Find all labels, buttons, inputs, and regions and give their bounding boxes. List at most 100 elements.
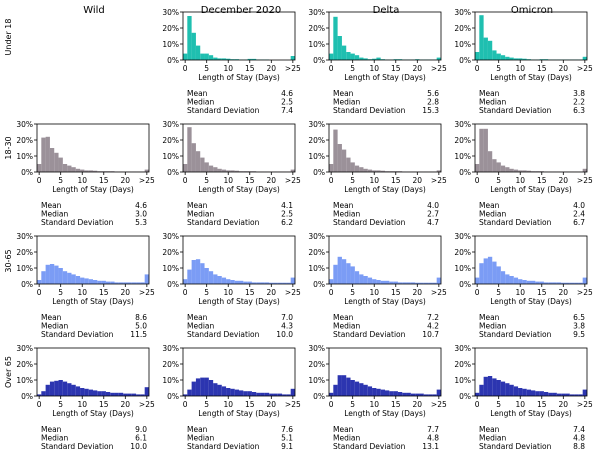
panel-18-30-wild-stat-value: 3.0 (135, 210, 147, 219)
panel-18-30-december-2020-stat-value: 2.5 (281, 210, 293, 219)
panel-under-18-december-2020: 0% 10% 20% 30% 0 5 10 15 20 >25 Length of Stay (Da… (162, 8, 301, 115)
panel-30-65-wild-bar (41, 271, 46, 284)
panel-30-65-delta-bar (406, 282, 411, 284)
panel-over-65-december-2020-bar (195, 378, 201, 396)
panel-30-65-omicron-x-axis-label: Length of Stay (Days) (490, 297, 572, 306)
panel-over-65-delta-bar (329, 392, 334, 396)
panel-under-18-december-2020-stat-value: 2.5 (281, 98, 293, 107)
panel-under-18-omicron-bar (543, 59, 549, 60)
panel-under-18-december-2020-bar (251, 58, 257, 60)
panel-over-65-omicron-bar (522, 388, 527, 396)
panel-18-30-delta-stat-label: Standard Deviation (333, 218, 406, 227)
panel-18-30-omicron-y-tick-label: 30% (454, 120, 471, 129)
panel-18-30-omicron-axes-frame (474, 123, 588, 173)
panel-over-65-wild-bar (62, 381, 68, 396)
panel-30-65-wild-x-axis-label: Length of Stay (Days) (52, 297, 134, 306)
panel-over-65-december-2020-y-tick-label: 30% (162, 344, 179, 353)
panel-30-65-wild-bar (123, 282, 128, 284)
panel-30-65-wild-bar (114, 282, 119, 284)
panel-over-65-wild-stat-label: Standard Deviation (41, 442, 114, 451)
panel-18-30-delta-x-tick-label: >25 (431, 176, 447, 185)
panel-over-65-wild-bar (105, 392, 111, 396)
panel-under-18-december-2020-bar (183, 53, 188, 60)
panel-over-65-wild-stat-label: Median (41, 434, 69, 443)
panel-30-65-delta-stat-value: 4.2 (427, 322, 439, 331)
panel-18-30-omicron: 0% 10% 20% 30% 0 5 10 15 20 >25 Length of Stay (Da… (454, 120, 593, 227)
panel-under-18-december-2020-bar (290, 56, 295, 60)
panel-under-18-december-2020-x-tick-label: 10 (223, 64, 233, 73)
panel-under-18-delta-x-tick-label: 20 (413, 64, 423, 73)
panel-18-30-wild-bar (71, 167, 76, 172)
panel-over-65-delta-bar (436, 389, 441, 396)
panel-18-30-december-2020-x-tick-label: 15 (245, 176, 255, 185)
panel-30-65-december-2020-stat-value: 10.0 (276, 330, 293, 339)
panel-30-65-delta-y-tick-label: 30% (308, 232, 325, 241)
panel-18-30-wild-x-tick-label: >25 (139, 176, 155, 185)
panel-30-65-wild-bar (54, 265, 59, 284)
panel-under-18-omicron-stat-label: Mean (479, 89, 500, 98)
panel-over-65-delta-bar (393, 391, 398, 396)
panel-18-30-delta-x-tick-label: 20 (413, 176, 423, 185)
panel-over-65-delta-x-tick-label: 5 (350, 400, 355, 409)
panel-under-18-december-2020-bar (208, 55, 214, 60)
panel-30-65-december-2020-bar (183, 279, 188, 284)
panel-30-65-delta-stat-value: 10.7 (422, 330, 439, 339)
panel-over-65-delta-bar (376, 388, 381, 396)
panel-30-65-omicron-y-tick-label: 20% (454, 248, 471, 257)
panel-over-65-omicron-y-tick-label: 10% (454, 376, 471, 385)
panel-over-65-omicron-y-tick-label: 20% (454, 360, 471, 369)
panel-30-65-wild-bar (45, 264, 50, 284)
panel-under-18-omicron-bar (479, 15, 484, 60)
panel-30-65-december-2020-bar (282, 282, 287, 284)
panel-30-65-delta-bar (397, 282, 403, 284)
panel-30-65-wild-x-tick-label: 10 (77, 288, 87, 297)
panel-under-18-omicron-axes-frame (474, 11, 588, 61)
panel-over-65-december-2020-stat-label: Mean (187, 425, 208, 434)
panel-under-18-omicron-bar (496, 53, 501, 60)
panel-over-65-december-2020-y-tick-label: 20% (162, 360, 179, 369)
panel-over-65-omicron-bar (513, 386, 519, 396)
panel-over-65-wild: 0% 10% 20% 30% 0 5 10 15 20 >25 Length of Stay (Da… (16, 344, 155, 451)
panel-30-65-delta-y-tick-label: 20% (308, 248, 325, 257)
panel-18-30-delta-bar (376, 170, 381, 172)
panel-under-18-december-2020-bar (191, 32, 196, 60)
panel-18-30-december-2020-bar (234, 170, 239, 172)
panel-18-30-wild-bar (41, 137, 46, 172)
panel-30-65-omicron-bar (561, 282, 566, 284)
panel-18-30-delta-bar (341, 149, 347, 172)
panel-under-18-delta-stat-value: 15.3 (422, 106, 439, 115)
panel-30-65-december-2020-stat-label: Mean (187, 313, 208, 322)
panel-18-30-wild-stat-label: Standard Deviation (41, 218, 114, 227)
panel-over-65-delta-bar (341, 375, 347, 396)
panel-30-65-delta-bar (350, 266, 355, 284)
panel-30-65-delta-bar (359, 274, 364, 284)
panel-under-18-omicron-stat-value: 2.2 (573, 98, 585, 107)
panel-30-65-delta-axes-frame (328, 235, 442, 285)
panel-30-65-omicron-bar (539, 281, 544, 284)
panel-30-65-wild-x-tick-label: >25 (139, 288, 155, 297)
panel-over-65-omicron-bar (565, 393, 570, 396)
panel-over-65-wild-bar (110, 392, 115, 396)
panel-over-65-wild-x-tick-label: 10 (77, 400, 87, 409)
panel-over-65-wild-stat-label: Mean (41, 425, 62, 434)
panel-30-65-wild-x-tick-label: 15 (99, 288, 109, 297)
panel-under-18-omicron-bar (582, 56, 587, 60)
panel-under-18-delta-bar (372, 58, 377, 60)
panel-under-18-delta-stat-label: Standard Deviation (333, 106, 406, 115)
panel-18-30-delta-bar (367, 169, 373, 172)
panel-over-65-omicron-x-tick-label: 0 (475, 400, 480, 409)
panel-18-30-delta-axes-frame (328, 123, 442, 173)
panel-under-18-december-2020-y-tick-label: 10% (162, 40, 179, 49)
panel-under-18-delta-bar (341, 45, 347, 60)
panel-18-30-december-2020-y-tick-label: 10% (162, 152, 179, 161)
panel-over-65-wild-y-tick-label: 0% (21, 392, 33, 401)
panel-30-65-omicron-bar (526, 280, 531, 284)
panel-30-65-omicron-bar (552, 282, 557, 284)
panel-30-65-omicron-bar (522, 280, 527, 284)
panel-over-65-wild-bar (58, 380, 63, 396)
panel-under-18-december-2020-stat-label: Standard Deviation (187, 106, 260, 115)
panel-30-65-wild-bar (110, 281, 115, 284)
panel-30-65-omicron-stat-label: Standard Deviation (479, 330, 552, 339)
panel-over-65-omicron-bar (548, 392, 553, 396)
panel-over-65-december-2020-bar (230, 388, 235, 396)
